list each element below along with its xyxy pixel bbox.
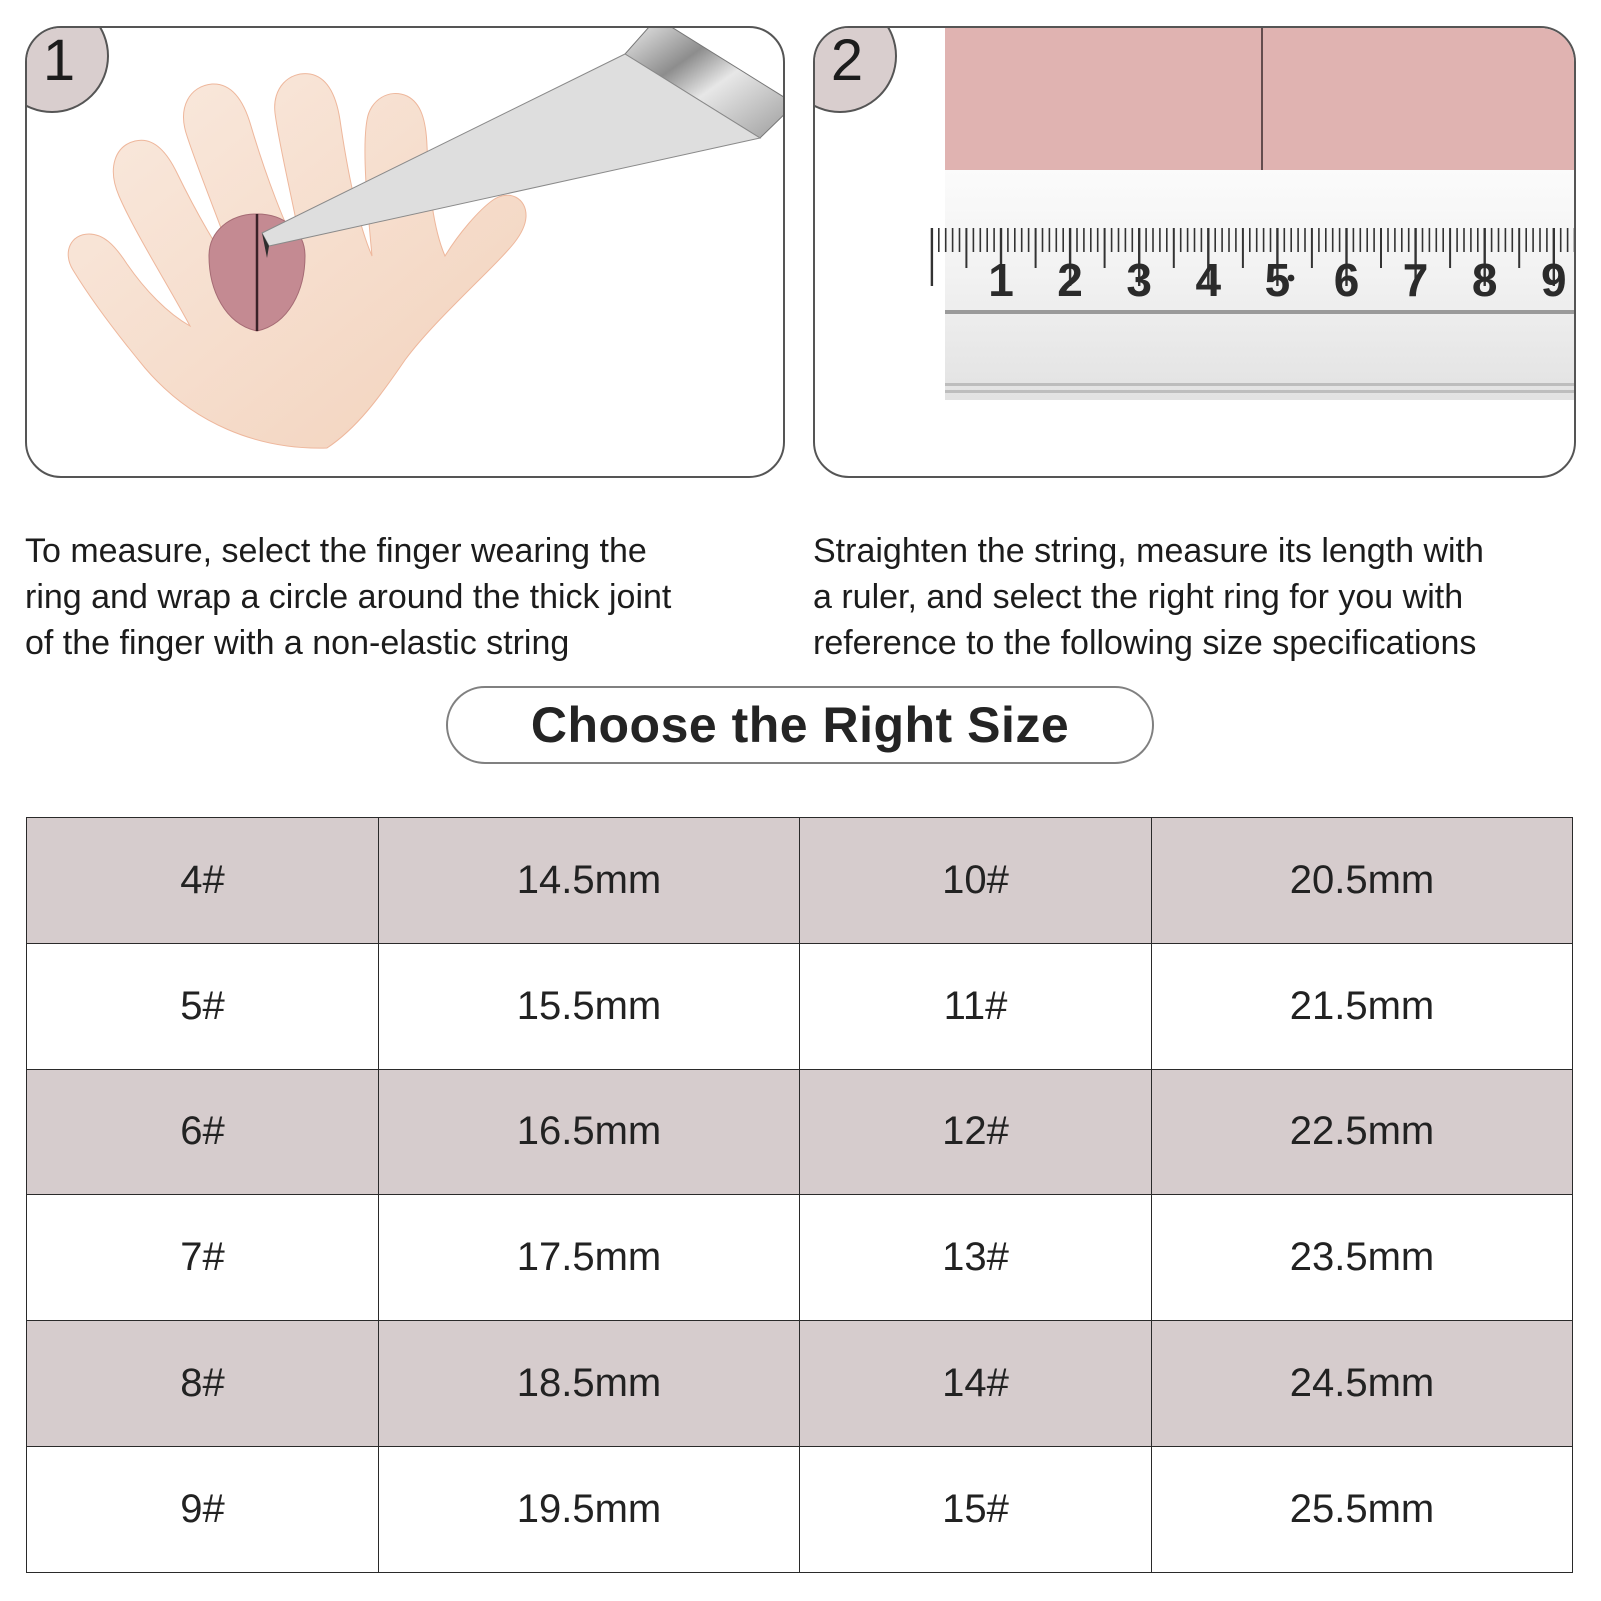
svg-text:2: 2 [1057, 254, 1083, 306]
svg-text:9: 9 [1541, 254, 1567, 306]
svg-text:4: 4 [1196, 254, 1222, 306]
svg-text:5: 5 [1265, 254, 1291, 306]
svg-text:3: 3 [1126, 254, 1152, 306]
svg-text:6: 6 [1334, 254, 1360, 306]
svg-text:7: 7 [1403, 254, 1429, 306]
svg-text:1: 1 [988, 254, 1014, 306]
svg-text:8: 8 [1472, 254, 1498, 306]
